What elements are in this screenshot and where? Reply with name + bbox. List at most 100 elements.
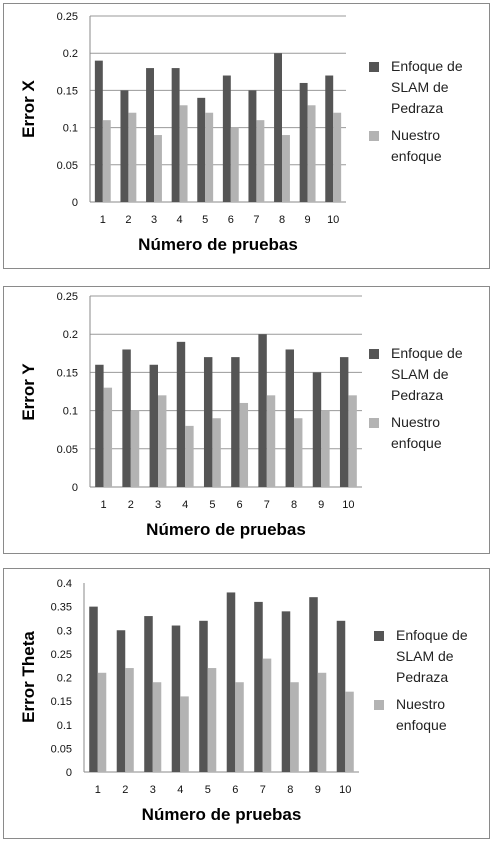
- legend-entry-nuestro: Nuestro enfoque: [369, 412, 463, 454]
- x-tick-label: 4: [177, 784, 183, 796]
- x-axis-title: Número de pruebas: [142, 805, 302, 824]
- x-tick-label: 10: [339, 784, 351, 796]
- bar-pedraza: [231, 357, 240, 487]
- bar-pedraza: [89, 606, 98, 772]
- x-tick-label: 10: [342, 499, 354, 511]
- legend-label: enfoque: [391, 435, 442, 451]
- bar-nuestro: [212, 418, 221, 487]
- x-tick-label: 7: [264, 499, 270, 511]
- bar-nuestro: [130, 410, 140, 487]
- x-tick-label: 7: [260, 784, 266, 796]
- y-tick-label: 0.25: [57, 291, 78, 303]
- legend-label: Pedraza: [391, 387, 444, 403]
- bar-nuestro: [256, 120, 265, 202]
- bar-pedraza: [171, 625, 181, 772]
- bar-pedraza: [299, 82, 308, 202]
- chart-error-theta: 0 0.05 0.1 0.15 0.2 0.25 0.3 0.35 0.4 1 2 3 4 5 6 7 8 9 10…: [19, 578, 359, 824]
- x-tick-label: 4: [182, 499, 188, 511]
- y-tick-label: 0.2: [57, 673, 72, 685]
- y-tick-label: 0.15: [57, 85, 78, 97]
- legend: Enfoque de SLAM de Pedraza Nuestro enfoq…: [369, 56, 463, 173]
- bar-pedraza: [254, 601, 263, 772]
- legend: Enfoque de SLAM de Pedraza Nuestro enfoq…: [374, 625, 468, 742]
- y-tick-label: 0.1: [63, 406, 78, 418]
- legend-entry-nuestro: Nuestro enfoque: [374, 694, 468, 736]
- y-tick-label: 0.05: [57, 444, 78, 456]
- x-tick-label: 1: [95, 784, 101, 796]
- bar-pedraza: [122, 349, 131, 487]
- bar-nuestro: [307, 105, 316, 202]
- bar-pedraza: [176, 341, 186, 487]
- bar-nuestro: [179, 105, 188, 202]
- x-tick-label: 6: [232, 784, 238, 796]
- bar-nuestro: [262, 658, 272, 772]
- bar-nuestro: [125, 668, 134, 772]
- bar-pedraza: [171, 68, 180, 202]
- y-tick-label: 0.1: [57, 720, 72, 732]
- bar-pedraza: [226, 592, 236, 772]
- bar-pedraza: [336, 620, 346, 772]
- y-axis-title: Error X: [19, 80, 38, 138]
- x-tick-label: 8: [291, 499, 297, 511]
- legend-swatch: [369, 418, 379, 428]
- x-tick-label: 8: [287, 784, 293, 796]
- legend-label: SLAM de: [396, 648, 454, 664]
- bar-pedraza: [339, 357, 349, 487]
- legend-swatch: [369, 131, 379, 141]
- y-tick-label: 0.2: [63, 329, 78, 341]
- x-tick-label: 10: [327, 214, 339, 226]
- x-tick-label: 1: [101, 499, 107, 511]
- x-tick-label: 2: [125, 214, 131, 226]
- x-tick-label: 9: [318, 499, 324, 511]
- legend-label: Pedraza: [391, 100, 444, 116]
- bar-nuestro: [205, 112, 214, 202]
- legend-label: enfoque: [396, 717, 447, 733]
- bar-nuestro: [152, 682, 162, 772]
- legend-label: Pedraza: [396, 669, 449, 685]
- bar-nuestro: [348, 395, 357, 487]
- legend-label: Enfoque de: [396, 627, 468, 643]
- bar-nuestro: [345, 691, 354, 772]
- legend-label: Nuestro: [396, 696, 446, 712]
- bar-nuestro: [97, 672, 107, 772]
- bar-pedraza: [312, 372, 322, 487]
- y-tick-label: 0.05: [57, 160, 78, 172]
- x-tick-label: 5: [209, 499, 215, 511]
- y-tick-label: 0.15: [57, 367, 78, 379]
- legend-swatch: [374, 631, 384, 641]
- bar-nuestro: [180, 696, 189, 772]
- x-tick-label: 5: [202, 214, 208, 226]
- x-tick-label: 6: [237, 499, 243, 511]
- bar-nuestro: [290, 682, 299, 772]
- bar-nuestro: [128, 112, 137, 202]
- bar-nuestro: [294, 418, 303, 487]
- x-tick-label: 5: [205, 784, 211, 796]
- legend-label: SLAM de: [391, 79, 449, 95]
- bar-pedraza: [146, 68, 154, 202]
- bar-nuestro: [239, 402, 249, 487]
- bar-pedraza: [258, 334, 267, 487]
- bar-pedraza: [116, 630, 126, 772]
- x-axis-title: Número de pruebas: [138, 235, 298, 254]
- x-tick-label: 2: [128, 499, 134, 511]
- bar-nuestro: [154, 135, 162, 202]
- legend-label: Nuestro: [391, 414, 441, 430]
- legend-entry-pedraza: Enfoque de SLAM de Pedraza: [374, 625, 468, 688]
- bar-pedraza: [285, 349, 294, 487]
- y-axis-title: Error Y: [19, 363, 38, 421]
- x-tick-label: 3: [151, 214, 157, 226]
- bar-pedraza: [248, 90, 257, 202]
- y-tick-label: 0: [72, 197, 78, 209]
- bar-pedraza: [325, 75, 334, 202]
- bar-nuestro: [333, 112, 342, 202]
- bar-nuestro: [321, 410, 330, 487]
- legend-label: Enfoque de: [391, 345, 463, 361]
- x-tick-label: 9: [305, 214, 311, 226]
- bar-pedraza: [95, 364, 104, 487]
- bar-nuestro: [102, 120, 111, 202]
- bar-nuestro: [103, 387, 113, 487]
- bar-nuestro: [266, 395, 276, 487]
- x-tick-label: 4: [177, 214, 183, 226]
- chart-panel-error-theta: 0 0.05 0.1 0.15 0.2 0.25 0.3 0.35 0.4 1 2 3 4 5 6 7 8 9 10…: [3, 568, 490, 839]
- y-tick-label: 0: [72, 482, 78, 494]
